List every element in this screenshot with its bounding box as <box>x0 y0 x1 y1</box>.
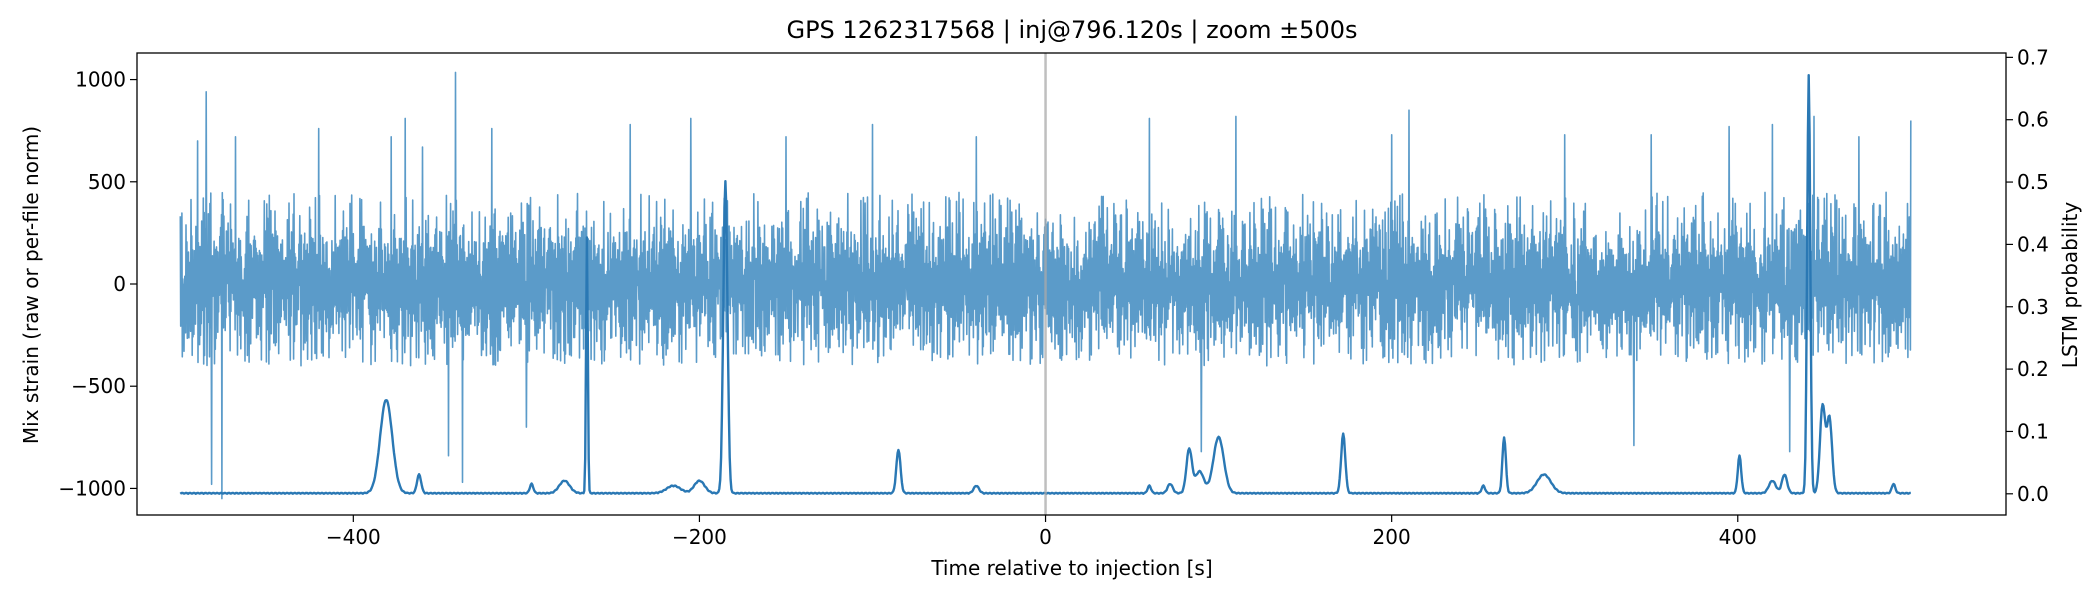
x-tick-label: 400 <box>1719 525 1757 549</box>
y2-tick-label: 0.1 <box>2017 419 2049 443</box>
x-tick-label: −200 <box>672 525 727 549</box>
y2-tick-label: 0.7 <box>2017 45 2049 69</box>
left-y-axis: −1000 −500 0 500 1000 <box>58 68 137 500</box>
y2-tick-label: 0.2 <box>2017 357 2049 381</box>
y-axis-label-right: LSTM probability <box>2058 202 2082 369</box>
y-tick-label: −500 <box>71 374 126 398</box>
right-y-axis: 0.0 0.1 0.2 0.3 0.4 0.5 0.6 0.7 <box>2006 45 2049 506</box>
y2-tick-label: 0.6 <box>2017 108 2049 132</box>
x-tick-label: 0 <box>1039 525 1052 549</box>
y-axis-label: Mix strain (raw or per-file norm) <box>19 126 43 444</box>
y2-tick-label: 0.4 <box>2017 232 2049 256</box>
x-tick-label: 200 <box>1373 525 1411 549</box>
y-tick-label: 500 <box>88 170 126 194</box>
y2-tick-label: 0.3 <box>2017 295 2049 319</box>
y-tick-label: 1000 <box>75 68 126 92</box>
chart-title: GPS 1262317568 | inj@796.120s | zoom ±50… <box>786 16 1357 44</box>
x-tick-label: −400 <box>326 525 381 549</box>
plot-area <box>179 53 1912 515</box>
y-tick-label: −1000 <box>58 476 126 500</box>
y-tick-label: 0 <box>113 272 126 296</box>
x-axis-label: Time relative to injection [s] <box>930 556 1212 580</box>
y2-tick-label: 0.5 <box>2017 170 2049 194</box>
x-axis: −400 −200 0 200 400 <box>326 515 1757 549</box>
y2-tick-label: 0.0 <box>2017 482 2049 506</box>
